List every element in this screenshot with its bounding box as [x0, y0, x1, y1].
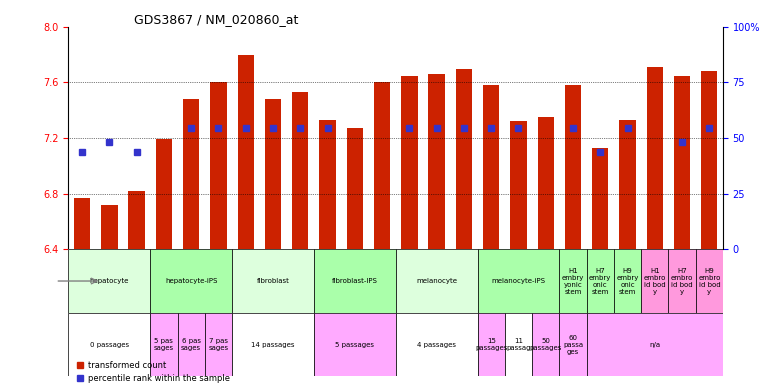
- Bar: [537, 117, 554, 249]
- Legend: transformed count, percentile rank within the sample: transformed count, percentile rank withi…: [72, 357, 233, 384]
- Bar: [101, 205, 117, 249]
- Bar: [701, 71, 718, 249]
- FancyBboxPatch shape: [478, 249, 559, 313]
- Text: 6 pas
sages: 6 pas sages: [181, 338, 201, 351]
- FancyBboxPatch shape: [232, 249, 314, 313]
- Text: n/a: n/a: [649, 341, 661, 348]
- Text: 4 passages: 4 passages: [417, 341, 456, 348]
- Bar: [647, 67, 663, 249]
- FancyBboxPatch shape: [559, 249, 587, 313]
- Text: melanocyte: melanocyte: [416, 278, 457, 284]
- Text: H1
embry
yonic
stem: H1 embry yonic stem: [562, 268, 584, 295]
- Text: 0 passages: 0 passages: [90, 341, 129, 348]
- Bar: [265, 99, 281, 249]
- FancyBboxPatch shape: [668, 249, 696, 313]
- Text: hepatocyte-iPS: hepatocyte-iPS: [165, 278, 218, 284]
- Bar: [673, 76, 690, 249]
- Bar: [292, 92, 308, 249]
- Bar: [346, 128, 363, 249]
- FancyBboxPatch shape: [232, 313, 314, 376]
- Text: H9
embro
id bod
y: H9 embro id bod y: [698, 268, 721, 295]
- FancyBboxPatch shape: [696, 249, 723, 313]
- Bar: [565, 85, 581, 249]
- Text: 60
passa
ges: 60 passa ges: [563, 334, 583, 354]
- Text: GDS3867 / NM_020860_at: GDS3867 / NM_020860_at: [134, 13, 298, 26]
- FancyBboxPatch shape: [587, 249, 614, 313]
- Bar: [592, 148, 609, 249]
- FancyBboxPatch shape: [68, 249, 150, 313]
- Bar: [374, 83, 390, 249]
- Text: hepatocyte: hepatocyte: [90, 278, 129, 284]
- Bar: [129, 191, 145, 249]
- Text: H7
embro
id bod
y: H7 embro id bod y: [671, 268, 693, 295]
- Text: H9
embry
onic
stem: H9 embry onic stem: [616, 268, 638, 295]
- FancyBboxPatch shape: [68, 313, 150, 376]
- Text: melanocyte-iPS: melanocyte-iPS: [492, 278, 546, 284]
- Bar: [401, 76, 418, 249]
- Text: 50
passages: 50 passages: [530, 338, 562, 351]
- Text: 14 passages: 14 passages: [251, 341, 295, 348]
- FancyBboxPatch shape: [396, 313, 478, 376]
- FancyBboxPatch shape: [205, 313, 232, 376]
- Bar: [237, 55, 254, 249]
- Text: fibroblast: fibroblast: [256, 278, 289, 284]
- Bar: [619, 120, 635, 249]
- FancyBboxPatch shape: [587, 313, 723, 376]
- Bar: [74, 198, 91, 249]
- FancyBboxPatch shape: [314, 313, 396, 376]
- FancyBboxPatch shape: [150, 313, 177, 376]
- FancyBboxPatch shape: [641, 249, 668, 313]
- FancyBboxPatch shape: [532, 313, 559, 376]
- Bar: [210, 83, 227, 249]
- Text: fibroblast-IPS: fibroblast-IPS: [332, 278, 377, 284]
- Bar: [456, 69, 472, 249]
- FancyBboxPatch shape: [396, 249, 478, 313]
- FancyBboxPatch shape: [505, 313, 532, 376]
- Text: H7
embry
onic
stem: H7 embry onic stem: [589, 268, 611, 295]
- Bar: [320, 120, 336, 249]
- Text: 7 pas
sages: 7 pas sages: [209, 338, 228, 351]
- FancyBboxPatch shape: [177, 313, 205, 376]
- FancyBboxPatch shape: [150, 249, 232, 313]
- FancyBboxPatch shape: [314, 249, 396, 313]
- Bar: [428, 74, 444, 249]
- FancyBboxPatch shape: [614, 249, 641, 313]
- FancyBboxPatch shape: [559, 313, 587, 376]
- Text: 5 passages: 5 passages: [336, 341, 374, 348]
- Bar: [183, 99, 199, 249]
- FancyBboxPatch shape: [478, 313, 505, 376]
- Text: H1
embro
id bod
y: H1 embro id bod y: [644, 268, 666, 295]
- Text: 15
passages: 15 passages: [475, 338, 508, 351]
- Bar: [156, 139, 172, 249]
- Bar: [510, 121, 527, 249]
- Bar: [483, 85, 499, 249]
- Text: 5 pas
sages: 5 pas sages: [154, 338, 174, 351]
- Text: 11
passag: 11 passag: [506, 338, 530, 351]
